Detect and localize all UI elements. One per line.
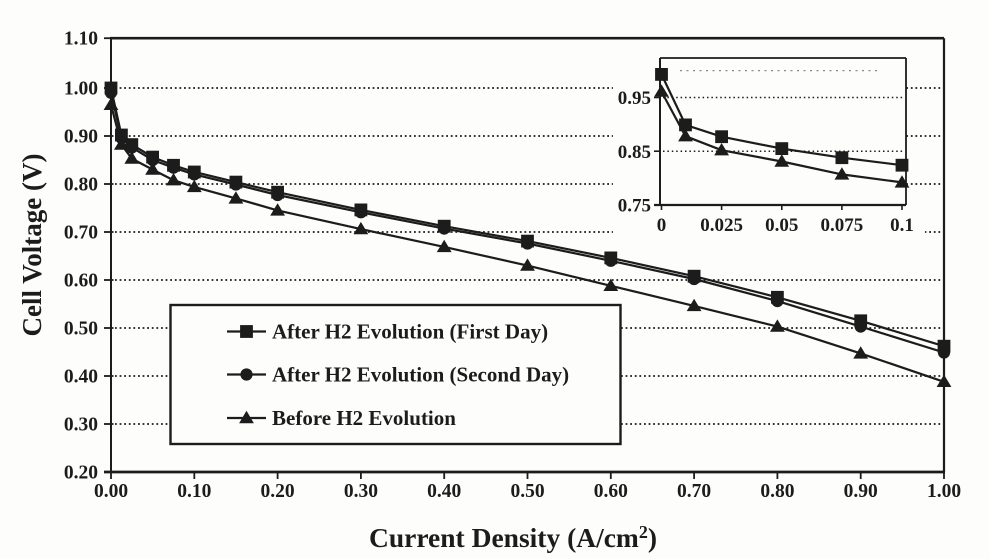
svg-text:0.40: 0.40 [64, 367, 98, 388]
svg-text:0.20: 0.20 [261, 481, 295, 502]
svg-text:After H2 Evolution (Second Day: After H2 Evolution (Second Day) [272, 363, 569, 387]
svg-text:0.95: 0.95 [618, 88, 651, 109]
svg-text:0.1: 0.1 [890, 215, 914, 236]
svg-text:0.70: 0.70 [677, 481, 711, 502]
svg-text:After H2 Evolution (First Day): After H2 Evolution (First Day) [272, 320, 548, 344]
svg-text:0.80: 0.80 [760, 481, 794, 502]
svg-text:0.075: 0.075 [821, 215, 864, 236]
svg-text:0.05: 0.05 [765, 215, 798, 236]
svg-text:0.00: 0.00 [94, 481, 128, 502]
svg-text:0.75: 0.75 [618, 196, 651, 217]
svg-text:Cell Voltage (V): Cell Voltage (V) [17, 154, 47, 337]
svg-text:0.80: 0.80 [64, 175, 98, 196]
svg-text:1.10: 1.10 [64, 29, 98, 50]
svg-text:Current Density (A/cm2): Current Density (A/cm2) [369, 522, 657, 553]
svg-text:0.50: 0.50 [510, 481, 544, 502]
svg-text:0.30: 0.30 [64, 415, 98, 436]
svg-text:0.025: 0.025 [700, 215, 743, 236]
svg-text:0.60: 0.60 [64, 271, 98, 292]
svg-text:1.00: 1.00 [927, 481, 961, 502]
svg-text:0.10: 0.10 [177, 481, 211, 502]
svg-text:0.85: 0.85 [618, 142, 651, 163]
svg-text:0.70: 0.70 [64, 223, 98, 244]
svg-text:0.40: 0.40 [427, 481, 461, 502]
svg-text:0.50: 0.50 [64, 319, 98, 340]
svg-text:0.90: 0.90 [844, 481, 878, 502]
svg-text:Before H2 Evolution: Before H2 Evolution [272, 406, 456, 430]
svg-text:0: 0 [657, 215, 667, 236]
svg-text:0.20: 0.20 [64, 463, 98, 484]
svg-text:0.30: 0.30 [344, 481, 378, 502]
svg-text:1.00: 1.00 [64, 79, 98, 100]
svg-text:0.60: 0.60 [594, 481, 628, 502]
svg-text:0.90: 0.90 [64, 127, 98, 148]
